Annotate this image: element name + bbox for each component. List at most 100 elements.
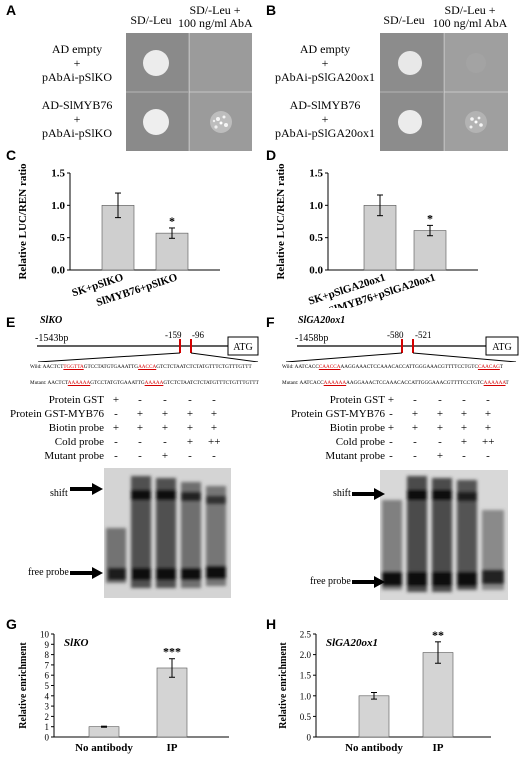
e-free-probe-label: free probe: [28, 567, 69, 578]
f-site1-label: -580: [387, 330, 404, 340]
panel-label-f: F: [266, 314, 275, 330]
e-condition-sign: +: [136, 422, 144, 434]
f-condition-sign: +: [436, 408, 444, 420]
e-condition-sign: +: [186, 408, 194, 420]
f-wild-segment: AATCACC: [294, 364, 319, 370]
f-condition-sign: -: [438, 436, 442, 448]
y-tick-label: 1.5: [309, 168, 323, 180]
y-tick-label: 1.0: [300, 691, 312, 701]
y-tick-label: 2.0: [300, 650, 312, 660]
f-condition-sign: +: [460, 422, 468, 434]
significance-mark: *: [427, 211, 433, 225]
e-mutant-segment: AAAAAA: [67, 380, 91, 386]
e-condition-label: Protein GST-MYB76: [9, 408, 104, 420]
e-atg-label: ATG: [233, 342, 252, 353]
f-free-arrow: [352, 576, 385, 588]
f-zoom-right: [412, 352, 517, 362]
panel-label-e: E: [6, 314, 16, 330]
a-header-right-2: 100 ng/ml AbA: [178, 16, 253, 30]
e-wild-prefix: Wild:: [30, 364, 42, 370]
y-tick-label: 3: [45, 702, 50, 712]
e-condition-sign: +: [112, 422, 120, 434]
e-condition-sign: +: [186, 436, 194, 448]
e-wild-sequence: AACTCTTGGTTAGTCCTATGTGAAATTGAACCAGTCTCTA…: [43, 364, 252, 370]
f-condition-sign: +: [484, 408, 492, 420]
b-row2-line1: AD-SlMYB76: [289, 98, 361, 112]
e-condition-sign: +: [210, 422, 218, 434]
e-wild-segment: TGGTTA: [63, 364, 84, 370]
f-condition-grid: Protein GST + - - - - Protein GST-MYB76- + + + + Bi…: [260, 394, 520, 474]
e-condition-label: Biotin probe: [48, 422, 104, 434]
y-tick-label: 0.5: [300, 712, 312, 722]
panel-label-g: G: [6, 616, 17, 632]
y-tick-label: 0: [45, 733, 50, 743]
a-row2-line2: +: [73, 112, 81, 126]
f-condition-sign: +: [387, 422, 395, 434]
e-emsa-blot: [104, 468, 231, 598]
f-condition-sign: +: [436, 422, 444, 434]
x-category-label: No antibody: [75, 742, 133, 754]
f-free-probe-label: free probe: [310, 576, 351, 587]
e-zoom-right: [190, 352, 259, 362]
e-free-arrow: [70, 567, 103, 579]
b-colony-1: [398, 51, 422, 75]
y-tick-label: 10: [40, 630, 50, 640]
f-condition-label: Cold probe: [335, 436, 385, 448]
a-row2-label: AD-SlMYB76 + pAbAi-pSlKO: [30, 98, 124, 140]
f-condition-sign: -: [462, 450, 466, 462]
e-condition-sign: -: [212, 394, 216, 406]
b-row1-line2: +: [321, 56, 329, 70]
y-tick-label: 1: [45, 722, 50, 732]
y-tick-label: 2.5: [300, 630, 312, 640]
f-condition-label: Mutant probe: [325, 450, 385, 462]
f-condition-sign: +: [411, 408, 419, 420]
y-axis-label: Relative enrichment: [18, 642, 29, 729]
a-plate-image: [126, 33, 252, 151]
f-condition-sign: +: [436, 450, 444, 462]
e-condition-sign: -: [114, 436, 118, 448]
x-category-label: IP: [433, 742, 444, 754]
e-condition-sign: +: [161, 408, 169, 420]
b-colony-3: [398, 110, 422, 134]
f-condition-sign: -: [486, 394, 490, 406]
e-condition-sign: +: [161, 450, 169, 462]
e-mutant-segment: AAAAA: [144, 380, 164, 386]
f-wild-seq: Wild: AATCACCCAACCAAAGGAAACTCCAAACACCATT…: [282, 364, 503, 370]
chart-c: Relative LUC/REN ratio 0.00.51.01.5SK+pSl…: [17, 163, 220, 308]
f-condition-label: Protein GST: [329, 394, 385, 406]
significance-mark: *: [169, 214, 175, 228]
panel-label-b: B: [266, 2, 277, 18]
e-condition-sign: -: [212, 450, 216, 462]
y-axis-label: Relative enrichment: [278, 642, 289, 729]
panel-label-d: D: [266, 147, 277, 163]
bar: [413, 230, 447, 271]
f-atg-box: [485, 336, 519, 356]
f-mutant-segment: AAAAAA: [323, 380, 347, 386]
panel-label-a: A: [6, 2, 17, 18]
b-row1-label: AD empty + pAbAi-pSlGA20ox1: [272, 42, 378, 84]
x-category-label: No antibody: [345, 742, 403, 754]
a-colony-2: [143, 109, 169, 135]
f-wild-sequence: AATCACCCAACCAAAGGAAACTCCAAACACCATTGGGAAA…: [295, 364, 503, 370]
a-header-right-1: SD/-Leu +: [189, 3, 241, 17]
chart-d: Relative LUC/REN ratio 0.00.51.01.5SK+pSl…: [275, 163, 478, 308]
b-row2-line2: +: [321, 112, 329, 126]
f-atg-label: ATG: [492, 342, 511, 353]
y-tick-label: 6: [45, 671, 50, 681]
chart-title: SlGA20ox1: [326, 637, 378, 649]
bar: [156, 667, 188, 738]
e-mutant-sequence: AACTCTAAAAAAGTCCTATGTGAAATTGAAAAAGTCTCTA…: [47, 380, 258, 386]
e-mutant-segment: AACTCT: [47, 380, 68, 386]
f-zoom-left: [285, 352, 403, 362]
e-mutant-segment: GTCTCTAATCTCTATGTTTCTGTTTGTTT: [163, 380, 259, 386]
f-mutant-segment: AATCACC: [299, 380, 324, 386]
f-blot-image: [380, 470, 508, 600]
e-shift-label: shift: [50, 488, 68, 499]
y-tick-label: 0.0: [51, 265, 65, 277]
f-mutant-segment: AAAAAA: [483, 380, 506, 386]
f-condition-sign: +: [460, 436, 468, 448]
f-emsa-blot: [380, 470, 508, 600]
e-gene-name: SlKO: [40, 315, 62, 326]
b-header-left: SD/-Leu: [383, 13, 425, 27]
